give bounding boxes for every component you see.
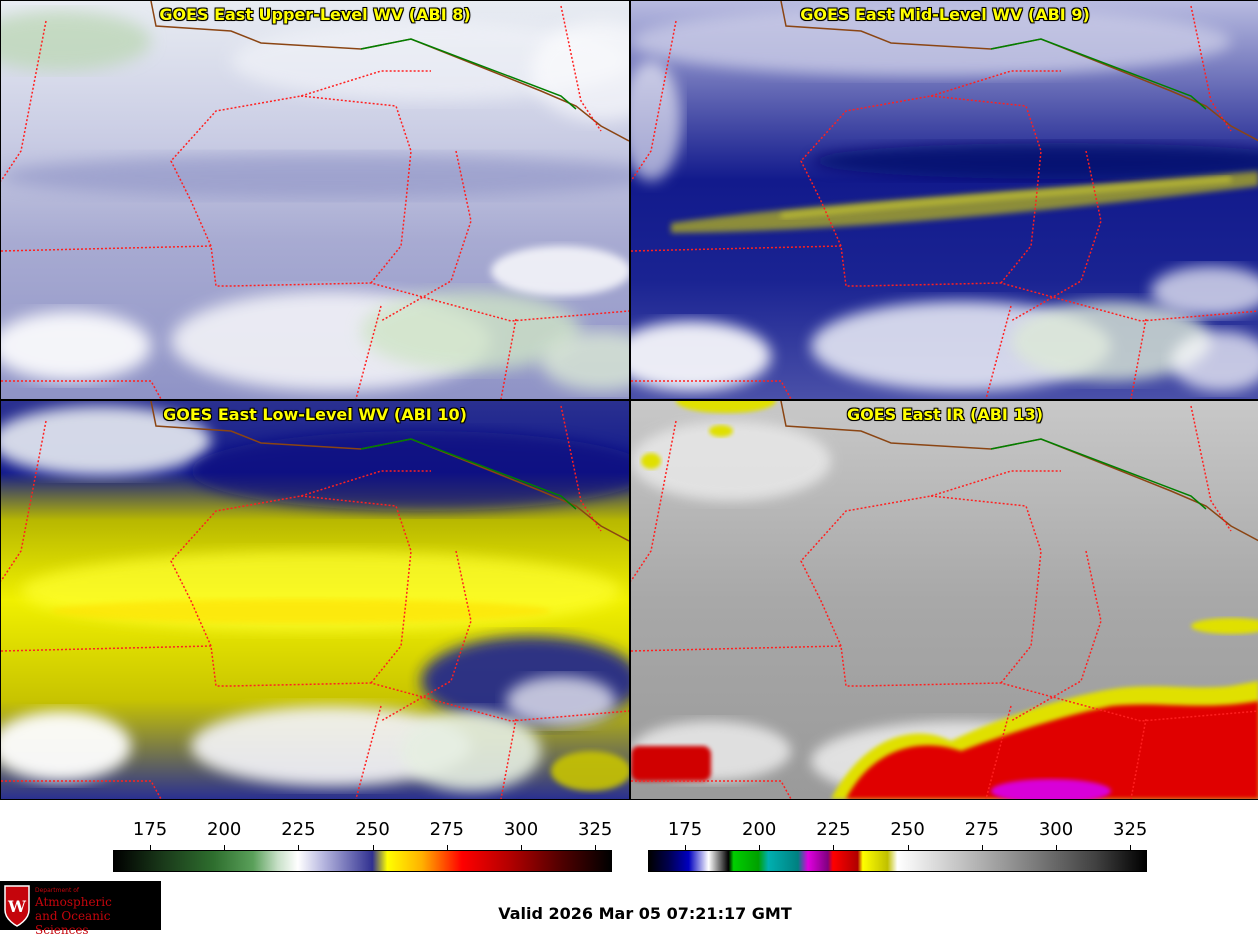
ir-colorbar-tick-label: 250 (890, 819, 925, 840)
logo-dept: Department of (35, 887, 79, 894)
mid-level-wv-image (631, 1, 1258, 399)
ir-colorbar-tick-label: 300 (1038, 819, 1074, 840)
wv-colorbar-tick-mark (150, 845, 151, 850)
logo-line1: Atmospheric (35, 895, 112, 909)
wv-colorbar-tick-mark (372, 845, 374, 850)
ir-colorbar-tick-mark (833, 845, 835, 850)
panel-title: GOES East Upper-Level WV (ABI 8) (159, 5, 471, 24)
ir-colorbar-tick-mark (685, 845, 686, 850)
ir-colorbar-tick-label: 325 (1113, 819, 1148, 840)
ir-colorbar-tick-mark (759, 845, 761, 850)
wv-colorbar-tick-mark (595, 845, 597, 850)
wv-colorbar (113, 850, 612, 872)
wv-colorbar-tick-label: 200 (207, 819, 242, 840)
ir-colorbar (648, 850, 1147, 872)
panel-ir: GOES East IR (ABI 13) (630, 400, 1258, 800)
svg-text:W: W (7, 897, 27, 916)
ir-colorbar-tick-mark (907, 845, 909, 850)
ir-image (631, 401, 1258, 799)
uw-crest-icon: W (4, 885, 30, 927)
wv-colorbar-tick-mark (521, 845, 522, 850)
panel-title: GOES East IR (ABI 13) (846, 405, 1044, 424)
upper-level-wv-image (1, 1, 629, 399)
panel-mid-level-wv: GOES East Mid-Level WV (ABI 9) (630, 0, 1258, 400)
wv-colorbar-tick-label: 175 (132, 819, 168, 840)
low-level-wv-image (1, 401, 629, 799)
valid-time: Valid 2026 Mar 05 07:21:17 GMT (498, 904, 792, 923)
ir-colorbar-tick-label: 175 (667, 819, 703, 840)
wv-colorbar-tick-label: 250 (355, 819, 390, 840)
panel-low-level-wv: GOES East Low-Level WV (ABI 10) (0, 400, 630, 800)
panel-title: GOES East Low-Level WV (ABI 10) (163, 405, 467, 424)
ir-colorbar-tick-label: 275 (964, 819, 999, 840)
ir-colorbar-tick-mark (981, 845, 983, 850)
wv-colorbar-tick-mark (298, 845, 300, 850)
wv-colorbar-tick-label: 275 (429, 819, 464, 840)
wv-colorbar-tick-label: 325 (578, 819, 613, 840)
wv-colorbar-tick-label: 300 (503, 819, 539, 840)
map-borders (1, 1, 629, 399)
wv-colorbar-tick-mark (446, 845, 448, 850)
ir-colorbar-tick-label: 200 (742, 819, 777, 840)
uw-aos-logo: W Department of Atmospheric and Oceanic … (0, 881, 161, 937)
wv-colorbar-tick-label: 225 (281, 819, 316, 840)
panel-upper-level-wv: GOES East Upper-Level WV (ABI 8) (0, 0, 630, 400)
wv-colorbar-tick-mark (224, 845, 226, 850)
ir-colorbar-tick-mark (1130, 845, 1132, 850)
ir-colorbar-tick-label: 225 (816, 819, 851, 840)
ir-colorbar-tick-mark (1056, 845, 1057, 850)
panel-title: GOES East Mid-Level WV (ABI 9) (800, 5, 1090, 24)
